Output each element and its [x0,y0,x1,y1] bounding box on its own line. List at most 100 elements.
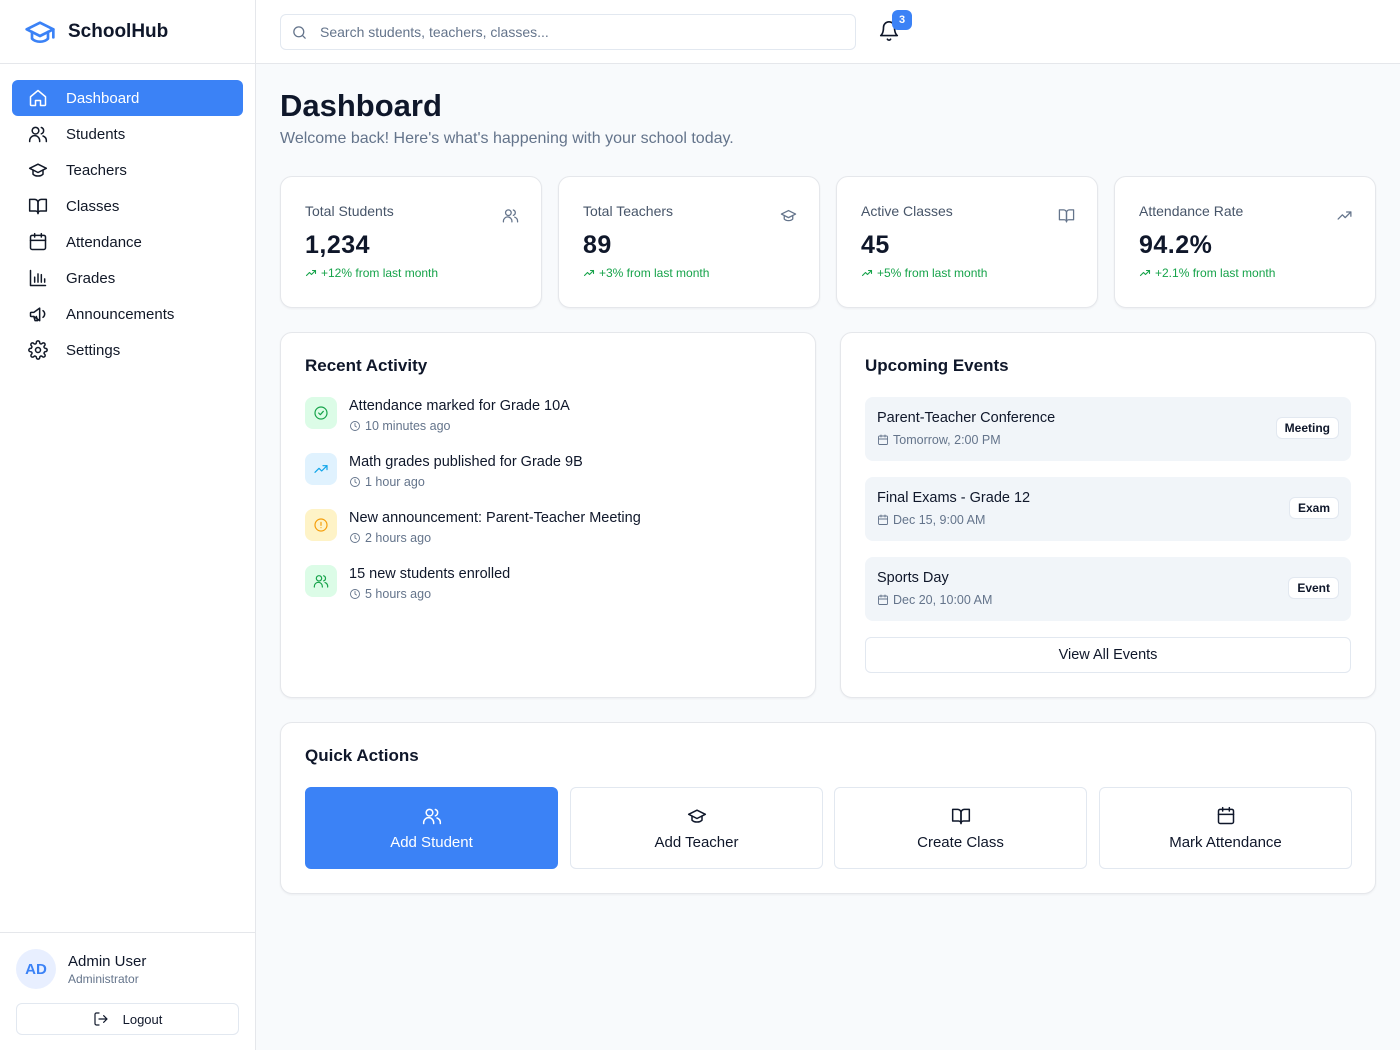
stat-value: 45 [861,231,890,259]
trending-up-icon [305,453,337,485]
sidebar-item-students[interactable]: Students [12,116,243,152]
sidebar-item-classes[interactable]: Classes [12,188,243,224]
home-icon [28,88,48,108]
add-student-button[interactable]: Add Student [305,787,558,869]
sidebar-item-label: Teachers [66,161,127,179]
recent-activity-card: Recent Activity Attendance marked for Gr… [280,332,816,698]
activity-item[interactable]: 15 new students enrolled 5 hours ago [305,565,510,601]
search-box[interactable] [280,14,856,50]
event-title: Final Exams - Grade 12 [877,490,1031,506]
sidebar-item-label: Grades [66,269,116,287]
calendar-icon [877,514,889,526]
sidebar-item-announcements[interactable]: Announcements [12,296,243,332]
sidebar: SchoolHub Dashboard Students Teachers Cl… [0,0,256,1050]
activity-time-text: 2 hours ago [365,531,432,545]
app-name: SchoolHub [68,20,169,42]
activity-time: 2 hours ago [349,531,641,545]
event-title: Parent-Teacher Conference [877,410,1056,426]
calendar-icon [28,232,48,252]
event-title: Sports Day [877,570,949,586]
clock-icon [349,476,361,488]
logout-button[interactable]: Logout [16,1003,239,1035]
avatar: AD [16,949,56,989]
activity-time: 1 hour ago [349,475,583,489]
search-icon [291,24,308,41]
event-date: Dec 15, 9:00 AM [877,513,985,527]
quick-action-label: Add Teacher [654,833,739,851]
clock-icon [349,420,361,432]
event-type-badge: Meeting [1275,417,1339,439]
activity-item[interactable]: Math grades published for Grade 9B 1 hou… [305,453,583,489]
stat-change-text: +3% from last month [599,266,710,280]
sidebar-item-dashboard[interactable]: Dashboard [12,80,243,116]
quick-actions-card: Quick Actions Add Student Add Teacher Cr… [280,722,1376,894]
activity-item[interactable]: New announcement: Parent-Teacher Meeting… [305,509,641,545]
top-bar: 3 [256,0,1400,64]
activity-text: 15 new students enrolled [349,566,511,582]
stat-label: Active Classes [861,203,953,219]
trending-up-icon [861,267,873,279]
stat-value: 89 [583,231,612,259]
stat-value: 1,234 [305,231,371,259]
trending-up-icon [583,267,595,279]
sidebar-item-label: Attendance [66,233,142,251]
trending-up-icon [1139,267,1151,279]
notification-count-badge: 3 [892,10,912,30]
quick-action-label: Add Student [390,833,473,851]
stat-change: +3% from last month [583,266,709,280]
sidebar-item-grades[interactable]: Grades [12,260,243,296]
activity-text: Math grades published for Grade 9B [349,454,583,470]
stat-card-total-students: Total Students 1,234 +12% from last mont… [280,176,542,308]
users-icon [305,565,337,597]
users-icon [502,207,519,224]
graduation-cap-icon [780,207,797,224]
search-input[interactable] [320,24,840,40]
sidebar-item-teachers[interactable]: Teachers [12,152,243,188]
mark-attendance-button[interactable]: Mark Attendance [1099,787,1352,869]
activity-item[interactable]: Attendance marked for Grade 10A 10 minut… [305,397,570,433]
stat-label: Total Students [305,203,394,219]
stat-change: +12% from last month [305,266,438,280]
sidebar-item-settings[interactable]: Settings [12,332,243,368]
sidebar-item-attendance[interactable]: Attendance [12,224,243,260]
create-class-button[interactable]: Create Class [834,787,1087,869]
page-title: Dashboard [280,88,442,123]
recent-activity-title: Recent Activity [305,356,428,375]
stat-change: +5% from last month [861,266,987,280]
event-item[interactable]: Parent-Teacher Conference Tomorrow, 2:00… [865,397,1351,461]
stat-change-text: +12% from last month [321,266,439,280]
book-open-icon [951,806,971,826]
user-panel: AD Admin User Administrator Logout [0,932,255,1050]
book-open-icon [28,196,48,216]
notifications-button[interactable] [878,20,900,42]
book-open-icon [1058,207,1075,224]
stat-change: +2.1% from last month [1139,266,1275,280]
stat-card-active-classes: Active Classes 45 +5% from last month [836,176,1098,308]
event-item[interactable]: Sports Day Dec 20, 10:00 AM Event [865,557,1351,621]
sidebar-nav: Dashboard Students Teachers Classes Atte… [0,64,255,384]
users-icon [28,124,48,144]
sidebar-item-label: Classes [66,197,120,215]
graduation-cap-icon [687,806,707,826]
quick-actions-title: Quick Actions [305,746,419,765]
quick-action-label: Mark Attendance [1169,833,1282,851]
trending-up-icon [305,267,317,279]
user-name: Admin User [68,952,147,970]
graduation-cap-icon [24,16,56,48]
calendar-icon [1216,806,1236,826]
event-type-badge: Event [1288,577,1339,599]
stat-label: Total Teachers [583,203,674,219]
add-teacher-button[interactable]: Add Teacher [570,787,823,869]
check-circle-icon [305,397,337,429]
view-all-events-button[interactable]: View All Events [865,637,1351,673]
trending-up-icon [1336,207,1353,224]
event-item[interactable]: Final Exams - Grade 12 Dec 15, 9:00 AM E… [865,477,1351,541]
sidebar-item-label: Dashboard [66,89,140,107]
logout-icon [93,1011,109,1027]
activity-time-text: 10 minutes ago [365,419,451,433]
stat-card-total-teachers: Total Teachers 89 +3% from last month [558,176,820,308]
upcoming-events-card: Upcoming Events Parent-Teacher Conferenc… [840,332,1376,698]
activity-text: New announcement: Parent-Teacher Meeting [349,510,641,526]
megaphone-icon [28,304,48,324]
brand[interactable]: SchoolHub [0,0,255,64]
